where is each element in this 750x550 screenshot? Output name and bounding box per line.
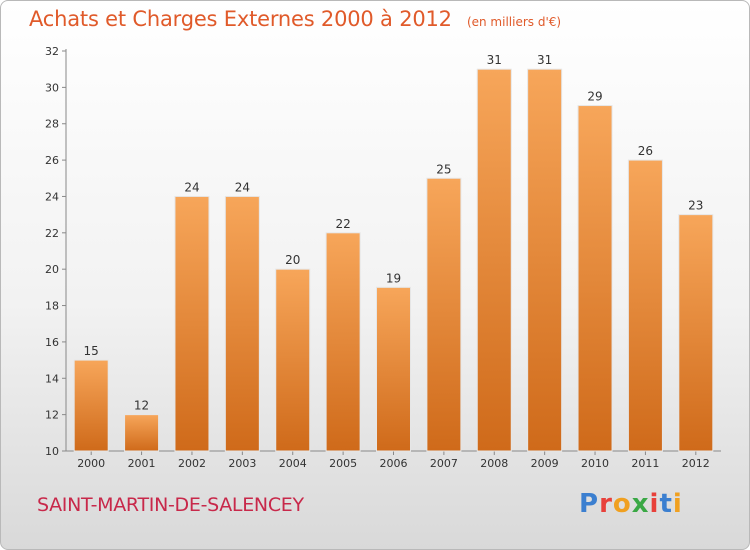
chart-title: Achats et Charges Externes 2000 à 2012 [29, 7, 452, 31]
brand-letter: x [631, 489, 650, 519]
value-label-2002: 24 [184, 180, 199, 194]
bar-2006 [376, 286, 411, 452]
value-label-2006: 19 [386, 271, 401, 285]
x-tick-label-2006: 2006 [380, 457, 408, 470]
value-label-2007: 25 [436, 162, 451, 176]
value-label-2011: 26 [638, 144, 653, 158]
brand-letter: i [649, 489, 660, 519]
label-layer: 15 12 24 24 20 22 19 25 31 31 29 26 23 [84, 53, 704, 412]
y-tick-label: 22 [45, 227, 59, 240]
x-tick-label-2011: 2011 [631, 457, 659, 470]
bar-2007 [426, 177, 462, 452]
x-tick-label-2000: 2000 [77, 457, 105, 470]
value-label-2012: 23 [688, 199, 703, 213]
y-tick-label: 28 [45, 118, 59, 131]
bar-2011 [627, 159, 663, 452]
bar-2008 [476, 68, 512, 452]
y-tick-label: 18 [45, 300, 59, 313]
y-tick-label: 20 [45, 263, 59, 276]
bar-2000 [73, 359, 109, 452]
x-tick-label-2010: 2010 [581, 457, 609, 470]
axis-layer: 10 12 14 16 18 20 22 24 26 28 30 32 2000 2001 2002 2003… [45, 45, 721, 470]
y-tick-label: 26 [45, 154, 59, 167]
brand-letter: t [659, 489, 673, 519]
y-tick-label: 10 [45, 445, 59, 458]
brand-letter: r [599, 489, 613, 519]
y-tick-label: 24 [45, 190, 59, 203]
brand-letter: P [579, 489, 600, 519]
x-tick-label-2009: 2009 [531, 457, 559, 470]
y-tick-label: 12 [45, 409, 59, 422]
brand-logo: Proxiti [579, 489, 683, 519]
bar-2005 [325, 232, 361, 452]
brand-letter: i [672, 489, 683, 519]
y-tick-label: 16 [45, 336, 59, 349]
value-label-2008: 31 [487, 53, 502, 67]
brand-letter: o [612, 489, 632, 519]
x-tick-label-2007: 2007 [430, 457, 458, 470]
bar-2004 [275, 268, 311, 452]
title-row: Achats et Charges Externes 2000 à 2012 (… [29, 7, 561, 31]
x-tick-label-2012: 2012 [682, 457, 710, 470]
value-label-2001: 12 [134, 399, 149, 413]
value-label-2009: 31 [537, 53, 552, 67]
x-tick-label-2003: 2003 [228, 457, 256, 470]
bar-2001 [124, 414, 160, 452]
bar-2009 [527, 68, 563, 452]
x-tick-label-2004: 2004 [279, 457, 307, 470]
bar-2010 [577, 105, 613, 452]
location-name: SAINT-MARTIN-DE-SALENCEY [37, 494, 304, 516]
bar-2003 [224, 195, 260, 452]
value-label-2005: 22 [335, 217, 350, 231]
x-tick-label-2002: 2002 [178, 457, 206, 470]
y-tick-label: 30 [45, 81, 59, 94]
value-label-2003: 24 [235, 180, 250, 194]
x-tick-label-2001: 2001 [128, 457, 156, 470]
bar-2012 [678, 214, 714, 452]
bar-2002 [174, 195, 210, 452]
bar-layer [73, 68, 714, 452]
x-tick-label-2008: 2008 [480, 457, 508, 470]
y-tick-label: 14 [45, 372, 59, 385]
value-label-2004: 20 [285, 253, 300, 267]
y-tick-label: 32 [45, 45, 59, 58]
value-label-2010: 29 [587, 90, 602, 104]
value-label-2000: 15 [84, 344, 99, 358]
chart-subtitle: (en milliers d'€) [466, 15, 562, 29]
x-tick-label-2005: 2005 [329, 457, 357, 470]
